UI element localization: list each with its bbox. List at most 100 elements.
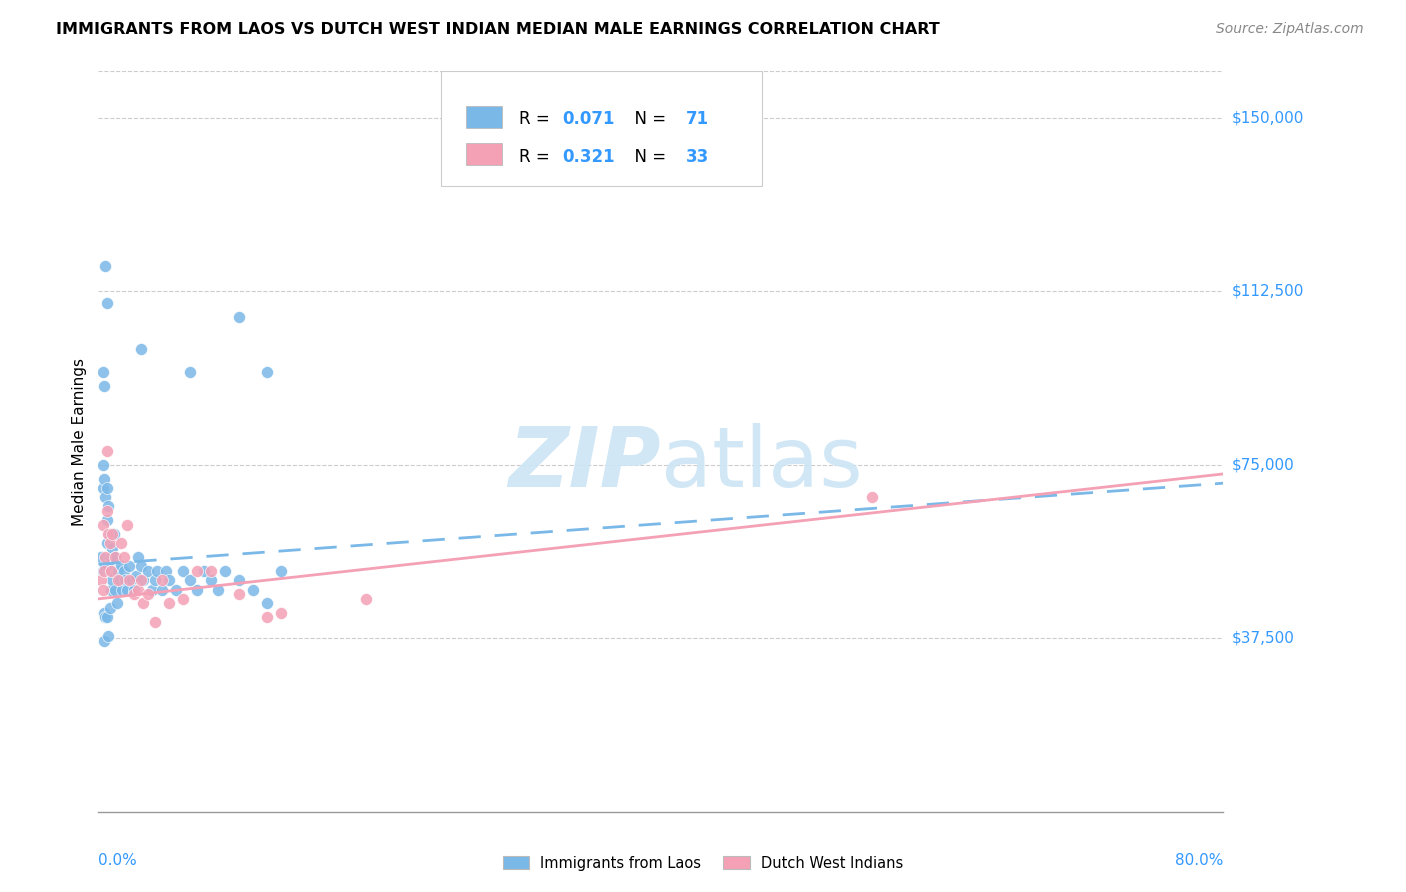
Text: N =: N = [624,147,671,166]
Point [94,610,117,624]
Point [98,564,121,578]
Point [127,550,149,565]
Point [118,559,141,574]
Point [122,582,145,597]
Point [860,490,883,504]
Point [91,481,114,495]
Point [107,564,129,578]
Point [93,471,115,485]
Point [100,582,122,597]
Point [110,559,132,574]
Point [186,582,208,597]
Text: N =: N = [624,111,671,128]
Point [93,379,115,393]
FancyBboxPatch shape [467,106,502,128]
Point [93,633,115,648]
Point [132,597,155,611]
Text: $75,000: $75,000 [1232,458,1295,472]
Point [91,458,114,472]
Point [105,564,128,578]
Point [96,536,118,550]
Point [179,365,201,379]
Point [94,550,117,565]
Point [270,564,292,578]
Point [150,582,173,597]
Point [112,550,135,565]
Point [108,574,131,588]
Point [97,629,120,643]
Point [270,606,292,620]
Point [96,504,118,518]
Text: $37,500: $37,500 [1232,631,1295,646]
Point [107,574,129,588]
Text: 71: 71 [686,111,709,128]
Text: ZIP: ZIP [508,423,661,504]
Point [93,606,115,620]
Point [125,568,148,582]
Point [136,564,159,578]
Point [122,587,145,601]
Point [110,536,132,550]
Point [200,564,222,578]
Point [172,591,194,606]
Point [256,610,278,624]
Point [90,550,112,565]
Point [179,574,201,588]
Point [101,574,124,588]
Point [228,310,250,324]
Point [101,527,124,541]
Text: R =: R = [519,111,555,128]
Point [98,527,121,541]
Text: $150,000: $150,000 [1232,110,1303,125]
Point [157,597,180,611]
Point [165,582,187,597]
Point [97,527,120,541]
Point [354,591,377,606]
Point [129,342,152,356]
Point [91,582,114,597]
Point [127,582,149,597]
Text: 0.321: 0.321 [562,147,614,166]
Point [256,365,278,379]
Point [114,574,136,588]
Point [90,574,112,588]
Point [98,536,121,550]
Point [228,587,250,601]
Text: IMMIGRANTS FROM LAOS VS DUTCH WEST INDIAN MEDIAN MALE EARNINGS CORRELATION CHART: IMMIGRANTS FROM LAOS VS DUTCH WEST INDIA… [56,22,941,37]
Point [115,582,138,597]
Text: 0.071: 0.071 [562,111,614,128]
Point [104,582,127,597]
Point [96,610,118,624]
Point [136,587,159,601]
Point [146,564,169,578]
Point [91,564,114,578]
Point [103,564,125,578]
Point [228,574,250,588]
Point [111,582,134,597]
Text: $112,500: $112,500 [1232,284,1303,299]
Point [94,259,117,273]
Text: 80.0%: 80.0% [1175,854,1223,869]
Point [132,574,155,588]
Text: Source: ZipAtlas.com: Source: ZipAtlas.com [1216,22,1364,37]
Point [193,564,215,578]
Text: R =: R = [519,147,555,166]
Point [141,582,163,597]
Point [94,559,117,574]
Point [97,559,120,574]
Point [118,574,141,588]
Point [242,582,264,597]
Point [91,517,114,532]
Point [93,564,115,578]
Point [121,574,143,588]
Point [103,527,125,541]
Point [94,490,117,504]
Point [100,564,122,578]
Point [104,550,127,565]
FancyBboxPatch shape [441,71,762,186]
Point [256,597,278,611]
Point [207,582,229,597]
Point [115,517,138,532]
Point [97,500,120,514]
Point [112,564,135,578]
